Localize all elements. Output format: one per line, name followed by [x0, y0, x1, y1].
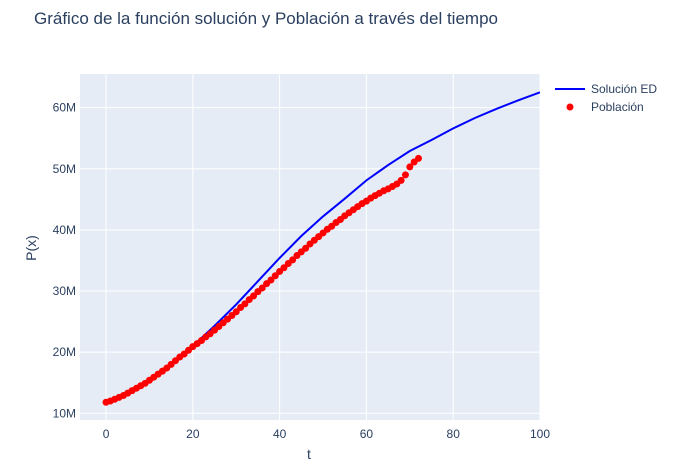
legend-label-solucion: Solución ED [591, 82, 657, 96]
x-axis-title: t [307, 446, 311, 462]
data-point-poblacion[interactable] [289, 256, 297, 264]
legend: Solución ED Población [555, 82, 657, 114]
data-point-poblacion[interactable] [267, 276, 275, 284]
data-point-poblacion[interactable] [241, 300, 249, 308]
y-tick-label: 20M [53, 345, 76, 359]
data-point-poblacion[interactable] [232, 308, 240, 316]
data-point-poblacion[interactable] [280, 264, 288, 272]
y-axis-title: P(x) [23, 235, 39, 261]
y-tick-label: 30M [53, 284, 76, 298]
series-layer [102, 91, 540, 406]
data-point-poblacion[interactable] [258, 284, 266, 292]
legend-marker-swatch [566, 103, 574, 111]
legend-item-solucion[interactable]: Solución ED [555, 82, 657, 96]
y-tick-label: 60M [53, 101, 76, 115]
y-tick-label: 50M [53, 162, 76, 176]
x-tick-label: 100 [530, 427, 550, 441]
x-axis-ticks: 0 20 40 60 80 100 [103, 427, 551, 441]
x-tick-label: 40 [273, 427, 287, 441]
x-tick-label: 20 [186, 427, 200, 441]
y-tick-label: 10M [53, 406, 76, 420]
grid-lines [80, 74, 541, 420]
x-tick-label: 60 [360, 427, 374, 441]
data-point-poblacion[interactable] [250, 292, 258, 300]
data-point-poblacion[interactable] [271, 272, 279, 280]
x-tick-label: 80 [447, 427, 461, 441]
data-point-poblacion[interactable] [401, 171, 409, 179]
data-point-poblacion[interactable] [302, 244, 310, 252]
legend-item-poblacion[interactable]: Población [566, 100, 644, 114]
data-point-poblacion[interactable] [406, 163, 414, 171]
data-point-poblacion[interactable] [397, 176, 405, 184]
legend-label-poblacion: Población [591, 100, 644, 114]
y-axis-ticks: 10M 20M 30M 40M 50M 60M [53, 101, 76, 421]
x-tick-label: 0 [103, 427, 110, 441]
y-tick-label: 40M [53, 223, 76, 237]
chart-title: Gráfico de la función solución y Poblaci… [34, 9, 498, 28]
data-point-poblacion[interactable] [414, 154, 422, 162]
